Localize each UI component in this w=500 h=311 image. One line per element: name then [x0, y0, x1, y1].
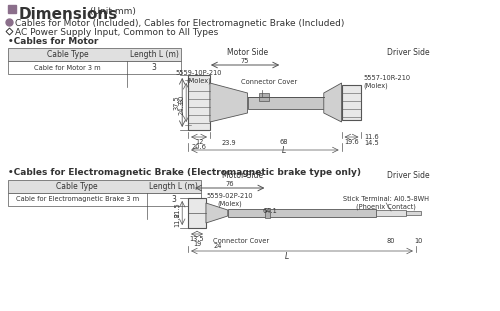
- Text: •Cables for Motor: •Cables for Motor: [8, 37, 98, 46]
- Text: Cable Type: Cable Type: [46, 50, 88, 59]
- Text: Cable for Electromagnetic Brake 3 m: Cable for Electromagnetic Brake 3 m: [16, 197, 139, 202]
- Text: Connector Cover: Connector Cover: [212, 238, 268, 244]
- Text: 19.6: 19.6: [344, 139, 359, 145]
- Text: Stick Terminal: AI0.5-8WH
(Phoenix Contact): Stick Terminal: AI0.5-8WH (Phoenix Conta…: [343, 196, 429, 210]
- Text: Motor Side: Motor Side: [227, 48, 268, 57]
- Bar: [248, 97, 324, 109]
- Bar: [406, 211, 421, 215]
- Text: 19: 19: [193, 241, 201, 247]
- Text: 24.3: 24.3: [178, 100, 184, 115]
- Text: 10: 10: [414, 238, 423, 244]
- Text: (Unit mm): (Unit mm): [90, 7, 136, 16]
- Text: Cables for Motor (Included), Cables for Electromagnetic Brake (Included): Cables for Motor (Included), Cables for …: [15, 19, 344, 28]
- Bar: [8, 193, 201, 206]
- Polygon shape: [206, 203, 228, 223]
- Text: Cable for Motor 3 m: Cable for Motor 3 m: [34, 64, 100, 71]
- Text: 13.5: 13.5: [190, 236, 204, 242]
- Text: 5557-10R-210
(Molex): 5557-10R-210 (Molex): [364, 75, 410, 89]
- Bar: [188, 75, 210, 130]
- Text: Connector Cover: Connector Cover: [242, 79, 298, 85]
- Text: 3: 3: [172, 195, 176, 204]
- Bar: [8, 180, 201, 193]
- Text: AC Power Supply Input, Common to All Types: AC Power Supply Input, Common to All Typ…: [15, 28, 218, 37]
- Text: 20.6: 20.6: [192, 144, 206, 150]
- Text: 21.5: 21.5: [174, 203, 180, 217]
- Text: 5559-02P-210
(Molex): 5559-02P-210 (Molex): [206, 193, 253, 207]
- Text: 37.5: 37.5: [173, 95, 179, 110]
- Text: 12: 12: [195, 139, 203, 145]
- Text: 14.5: 14.5: [364, 140, 379, 146]
- Text: Dimensions: Dimensions: [19, 7, 118, 22]
- Text: Length L (m): Length L (m): [150, 182, 198, 191]
- Text: Motor Side: Motor Side: [222, 171, 263, 180]
- Text: •Cables for Electromagnetic Brake (Electromagnetic brake type only): •Cables for Electromagnetic Brake (Elect…: [8, 168, 361, 177]
- Text: 3: 3: [152, 63, 156, 72]
- Text: Driver Side: Driver Side: [386, 171, 429, 180]
- Bar: [228, 209, 376, 217]
- Text: 23.9: 23.9: [222, 140, 236, 146]
- Text: 80: 80: [387, 238, 396, 244]
- Text: Length L (m): Length L (m): [130, 50, 178, 59]
- Text: 11.6: 11.6: [364, 134, 379, 140]
- Text: 64.1: 64.1: [263, 208, 278, 214]
- Text: Cable Type: Cable Type: [56, 182, 98, 191]
- Text: 30: 30: [178, 94, 184, 103]
- Bar: [8, 61, 181, 74]
- Text: L: L: [282, 146, 286, 155]
- Bar: [8, 5, 16, 13]
- Text: 24: 24: [214, 243, 222, 249]
- Text: L: L: [285, 252, 290, 261]
- Polygon shape: [324, 83, 342, 122]
- Bar: [342, 85, 361, 120]
- Bar: [376, 210, 406, 216]
- Bar: [8, 48, 181, 61]
- Text: 68: 68: [280, 139, 288, 145]
- Text: 75: 75: [240, 58, 249, 64]
- Text: 5559-10P-210
(Molex): 5559-10P-210 (Molex): [176, 70, 222, 84]
- Text: 76: 76: [226, 181, 234, 187]
- Bar: [260, 93, 270, 101]
- Bar: [266, 208, 270, 218]
- Text: 11.8: 11.8: [174, 213, 180, 227]
- Bar: [188, 198, 206, 228]
- Text: Driver Side: Driver Side: [386, 48, 429, 57]
- Polygon shape: [210, 83, 248, 122]
